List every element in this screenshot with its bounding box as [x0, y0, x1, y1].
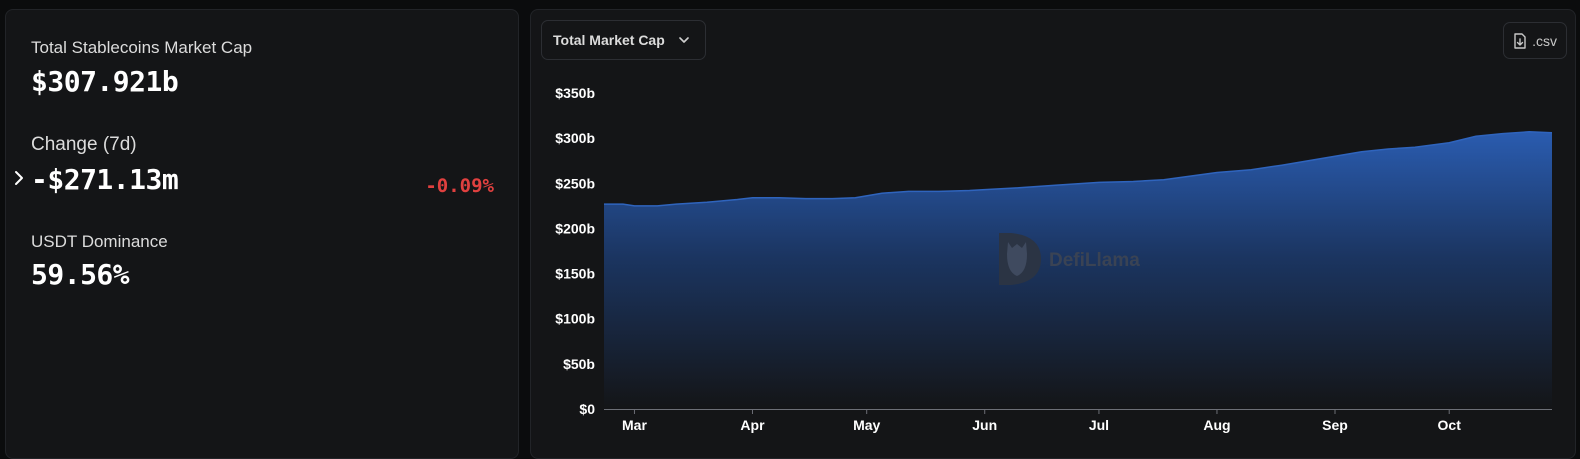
x-tick-label: Sep [1322, 417, 1348, 433]
y-tick-label: $0 [579, 401, 595, 417]
watermark: DefiLlama [999, 233, 1140, 285]
download-csv-button[interactable]: .csv [1503, 22, 1567, 59]
metric-dropdown[interactable]: Total Market Cap [541, 20, 706, 60]
file-download-icon [1514, 32, 1526, 49]
y-tick-label: $350b [555, 85, 595, 101]
stats-panel: Total Stablecoins Market Cap $307.921b C… [5, 9, 519, 459]
chevron-right-icon[interactable] [11, 168, 27, 188]
x-tick-label: Apr [740, 417, 765, 433]
market-cap-value: $307.921b [31, 65, 179, 98]
x-axis: Mar Apr May Jun Jul Aug Sep Oct [604, 409, 1552, 433]
chart-panel: $0 $50b $100b $150b $200b $250b $300b $350b Def… [530, 9, 1576, 459]
y-tick-label: $50b [563, 356, 595, 372]
market-cap-area [604, 131, 1552, 410]
x-tick-label: May [853, 417, 880, 433]
y-tick-label: $300b [555, 130, 595, 146]
chevron-down-icon [678, 36, 689, 43]
x-tick-label: Aug [1203, 417, 1230, 433]
dominance-value: 59.56% [31, 258, 130, 291]
x-tick-label: Jul [1089, 417, 1109, 433]
change-value: -$271.13m [31, 163, 179, 196]
change-percent-badge: -0.09% [425, 175, 494, 197]
y-tick-label: $100b [555, 311, 595, 327]
x-tick-label: Jun [972, 417, 997, 433]
y-tick-label: $150b [555, 266, 595, 282]
metric-dropdown-label: Total Market Cap [553, 32, 665, 48]
y-axis: $0 $50b $100b $150b $200b $250b $300b $350b [555, 85, 595, 417]
y-tick-label: $200b [555, 220, 595, 236]
market-cap-label: Total Stablecoins Market Cap [31, 38, 253, 57]
plot-area [604, 131, 1553, 410]
market-cap-line [604, 131, 1553, 207]
change-label: Change (7d) [31, 134, 137, 155]
watermark-text: DefiLlama [1049, 250, 1140, 271]
y-tick-label: $250b [555, 175, 595, 191]
x-tick-label: Mar [622, 417, 647, 433]
market-cap-chart: $0 $50b $100b $150b $200b $250b $300b $350b Def… [555, 85, 1553, 433]
llama-logo-icon [999, 233, 1041, 285]
dominance-label: USDT Dominance [31, 232, 168, 251]
csv-button-label: .csv [1532, 32, 1557, 49]
x-tick-label: Oct [1438, 417, 1462, 433]
